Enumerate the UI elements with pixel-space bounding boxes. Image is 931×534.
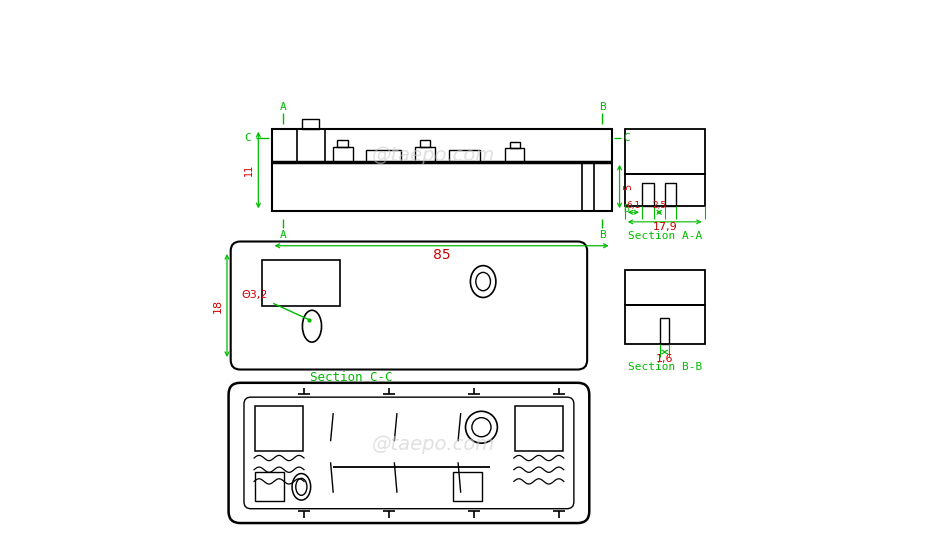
Bar [625,174,705,206]
Text: A: A [280,101,287,112]
Bar [449,150,480,162]
Bar [420,140,430,147]
Bar [515,406,562,451]
Text: Section C-C: Section C-C [310,371,393,384]
Bar [665,183,677,206]
Text: C: C [623,134,630,144]
Bar [303,119,319,129]
Text: @taepo.com: @taepo.com [372,435,495,454]
Text: B: B [599,230,605,240]
Text: 17,9: 17,9 [653,222,677,232]
Text: 1,6: 1,6 [656,354,673,364]
Text: 11: 11 [244,164,254,176]
Text: @taepo.com: @taepo.com [372,146,495,165]
Bar [509,142,520,148]
Bar [297,129,325,162]
Bar [255,472,284,501]
Text: 6,1: 6,1 [627,201,641,210]
Bar [452,472,482,501]
Text: 5: 5 [623,183,633,190]
Text: 18: 18 [212,299,223,312]
Text: Section A-A: Section A-A [627,231,702,241]
Bar [625,270,705,304]
Bar [415,147,435,162]
Bar [506,148,524,162]
Bar [641,183,654,206]
Bar [332,147,353,162]
Text: A: A [280,230,287,240]
Bar [660,318,669,344]
Text: Θ3,2: Θ3,2 [241,290,268,300]
Text: C: C [244,134,251,144]
Text: Section B-B: Section B-B [627,362,702,372]
Bar [337,140,348,147]
Bar [255,406,303,451]
Text: B: B [624,203,629,214]
Bar [625,304,705,344]
Bar [366,150,400,162]
Text: 85: 85 [433,248,451,262]
Text: B: B [599,101,605,112]
Bar [272,129,612,211]
Text: 2,5: 2,5 [652,201,667,210]
Bar [625,129,705,174]
Bar [262,260,340,305]
